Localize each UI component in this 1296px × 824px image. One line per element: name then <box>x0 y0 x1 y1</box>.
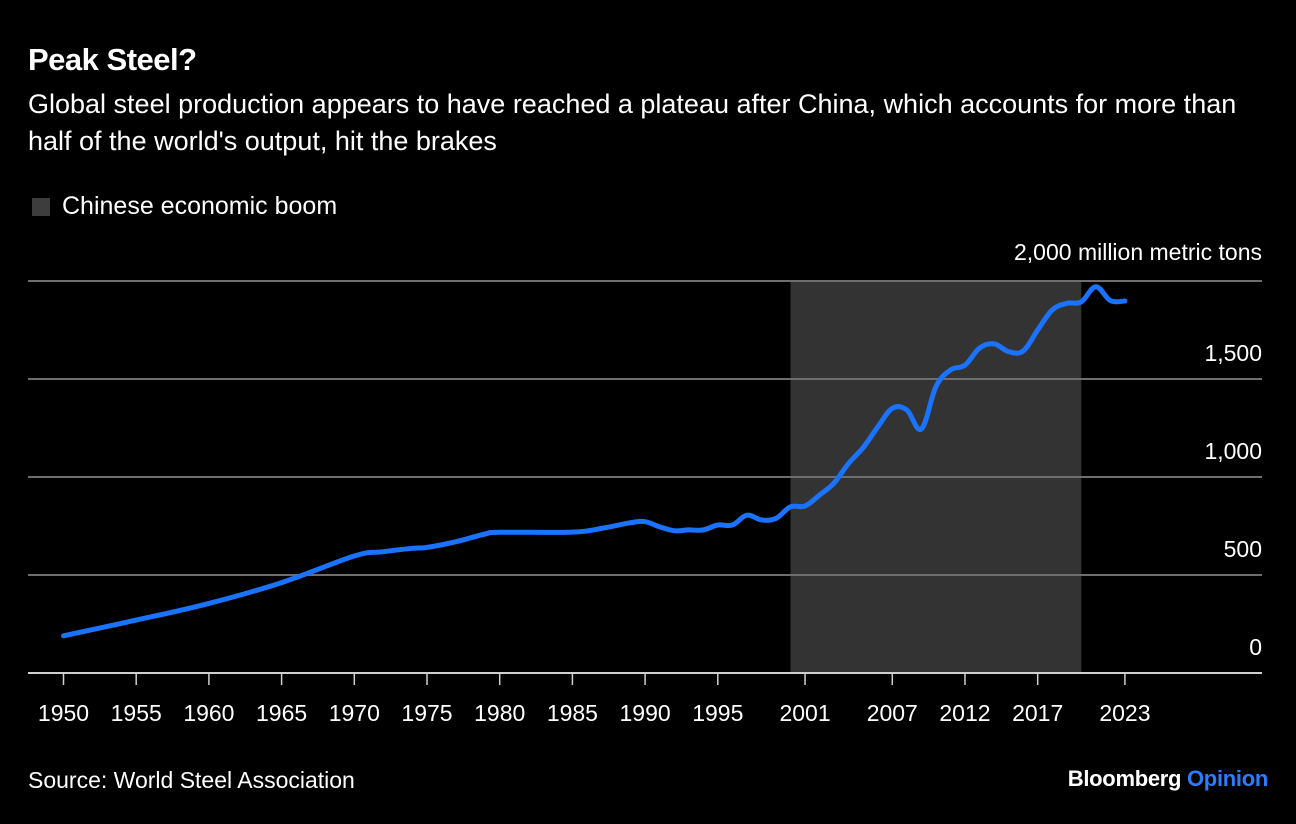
x-tick-label-1960: 1960 <box>183 700 234 726</box>
x-tick-label-2017: 2017 <box>1012 700 1063 726</box>
x-tick-label-1995: 1995 <box>692 700 743 726</box>
x-tick-label-1955: 1955 <box>111 700 162 726</box>
y-tick-label-1500: 1,500 <box>1204 340 1262 366</box>
legend-swatch-chinese-boom <box>32 197 50 216</box>
x-tick-label-1965: 1965 <box>256 700 307 726</box>
y-tick-label-2000: 2,000 million metric tons <box>1014 239 1262 265</box>
chart-subtitle: Global steel production appears to have … <box>28 89 1237 156</box>
x-tick-label-2007: 2007 <box>867 700 918 726</box>
y-tick-label-1000: 1,000 <box>1204 438 1262 464</box>
x-tick-label-1975: 1975 <box>401 700 452 726</box>
brand-suffix: Opinion <box>1187 766 1268 791</box>
x-tick-label-2012: 2012 <box>939 700 990 726</box>
x-tick-label-1970: 1970 <box>329 700 380 726</box>
x-tick-label-1990: 1990 <box>620 700 671 726</box>
legend-label-chinese-boom: Chinese economic boom <box>62 192 338 220</box>
brand-name: Bloomberg <box>1067 766 1182 791</box>
y-tick-label-500: 500 <box>1224 536 1262 562</box>
x-tick-label-2001: 2001 <box>779 700 830 726</box>
source-note: Source: World Steel Association <box>28 767 355 793</box>
series-line-global-steel-production <box>61 284 1128 639</box>
chart-title: Peak Steel? <box>28 42 197 77</box>
x-tick-label-2023: 2023 <box>1099 700 1150 726</box>
y-tick-label-0: 0 <box>1249 634 1262 660</box>
x-tick-label-1980: 1980 <box>474 700 525 726</box>
x-tick-label-1985: 1985 <box>547 700 598 726</box>
x-tick-label-1950: 1950 <box>38 700 89 726</box>
legend: Chinese economic boom <box>32 192 337 221</box>
brand-logo: Bloomberg Opinion <box>1067 766 1269 792</box>
